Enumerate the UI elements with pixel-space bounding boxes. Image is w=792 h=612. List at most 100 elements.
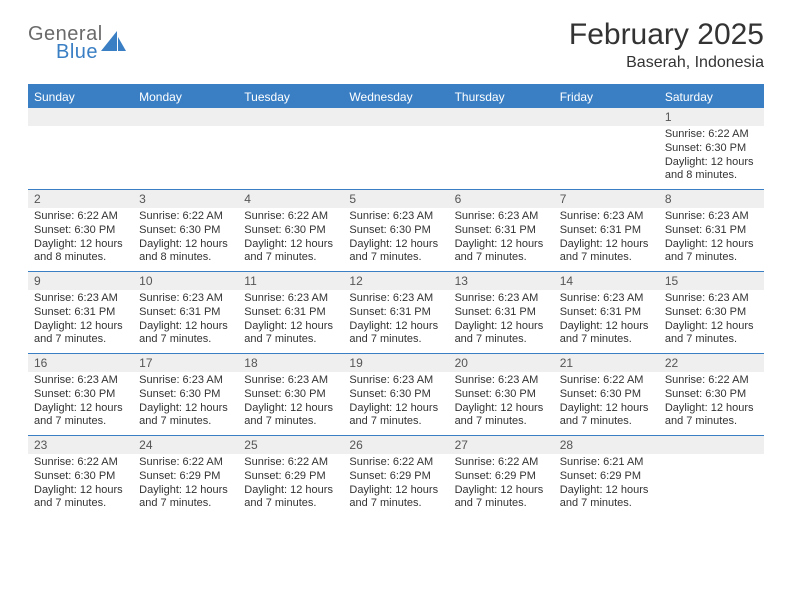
day-cell: Sunrise: 6:23 AMSunset: 6:31 PMDaylight:… <box>28 290 133 353</box>
day-info-line: Sunset: 6:30 PM <box>349 224 442 238</box>
header: General Blue February 2025 Baserah, Indo… <box>28 18 764 72</box>
day-info-line: Sunrise: 6:22 AM <box>665 128 758 142</box>
day-cell: Sunrise: 6:23 AMSunset: 6:31 PMDaylight:… <box>449 208 554 271</box>
day-number: 15 <box>659 272 764 290</box>
day-cell: Sunrise: 6:22 AMSunset: 6:30 PMDaylight:… <box>133 208 238 271</box>
day-info-line: Sunset: 6:31 PM <box>349 306 442 320</box>
day-cell: Sunrise: 6:23 AMSunset: 6:30 PMDaylight:… <box>238 372 343 435</box>
day-number: 8 <box>659 190 764 208</box>
day-number: 27 <box>449 436 554 454</box>
weekday-header: Friday <box>554 86 659 108</box>
day-cell: Sunrise: 6:23 AMSunset: 6:31 PMDaylight:… <box>133 290 238 353</box>
day-cell: Sunrise: 6:22 AMSunset: 6:30 PMDaylight:… <box>238 208 343 271</box>
day-info-line: Sunrise: 6:22 AM <box>560 374 653 388</box>
day-number: 10 <box>133 272 238 290</box>
day-cell: Sunrise: 6:23 AMSunset: 6:30 PMDaylight:… <box>659 290 764 353</box>
day-info-line: Sunrise: 6:23 AM <box>560 292 653 306</box>
day-number: 23 <box>28 436 133 454</box>
day-info-line: Daylight: 12 hours and 7 minutes. <box>244 238 337 266</box>
day-info-line: Sunrise: 6:23 AM <box>244 374 337 388</box>
day-cell: Sunrise: 6:22 AMSunset: 6:30 PMDaylight:… <box>28 208 133 271</box>
day-cell <box>133 126 238 189</box>
day-info-line: Daylight: 12 hours and 7 minutes. <box>349 320 442 348</box>
day-info-line: Daylight: 12 hours and 7 minutes. <box>34 402 127 430</box>
day-info-line: Daylight: 12 hours and 8 minutes. <box>139 238 232 266</box>
day-number: 26 <box>343 436 448 454</box>
day-info-line: Sunset: 6:31 PM <box>455 224 548 238</box>
day-info-line: Sunset: 6:30 PM <box>560 388 653 402</box>
day-cell: Sunrise: 6:22 AMSunset: 6:30 PMDaylight:… <box>659 372 764 435</box>
weekday-header: Sunday <box>28 86 133 108</box>
day-cell: Sunrise: 6:21 AMSunset: 6:29 PMDaylight:… <box>554 454 659 517</box>
day-number <box>133 108 238 126</box>
weekday-header: Tuesday <box>238 86 343 108</box>
day-info-line: Daylight: 12 hours and 7 minutes. <box>560 484 653 512</box>
day-number: 20 <box>449 354 554 372</box>
day-info-line: Sunset: 6:31 PM <box>560 224 653 238</box>
weekday-header-row: SundayMondayTuesdayWednesdayThursdayFrid… <box>28 86 764 108</box>
day-info-line: Sunrise: 6:21 AM <box>560 456 653 470</box>
day-number <box>343 108 448 126</box>
day-cell: Sunrise: 6:23 AMSunset: 6:31 PMDaylight:… <box>238 290 343 353</box>
day-info-line: Sunrise: 6:23 AM <box>244 292 337 306</box>
day-cell: Sunrise: 6:23 AMSunset: 6:30 PMDaylight:… <box>449 372 554 435</box>
day-info-line: Sunset: 6:31 PM <box>34 306 127 320</box>
day-info-line: Daylight: 12 hours and 7 minutes. <box>244 484 337 512</box>
day-info-line: Daylight: 12 hours and 7 minutes. <box>349 484 442 512</box>
day-info-line: Sunset: 6:30 PM <box>34 388 127 402</box>
day-number <box>28 108 133 126</box>
day-info-line: Daylight: 12 hours and 7 minutes. <box>349 402 442 430</box>
day-number: 7 <box>554 190 659 208</box>
day-cell: Sunrise: 6:22 AMSunset: 6:29 PMDaylight:… <box>238 454 343 517</box>
day-info-line: Daylight: 12 hours and 7 minutes. <box>665 402 758 430</box>
day-info-line: Sunset: 6:29 PM <box>349 470 442 484</box>
day-number: 11 <box>238 272 343 290</box>
day-number: 5 <box>343 190 448 208</box>
day-number: 1 <box>659 108 764 126</box>
day-cell: Sunrise: 6:22 AMSunset: 6:30 PMDaylight:… <box>28 454 133 517</box>
day-number <box>554 108 659 126</box>
weekday-header: Monday <box>133 86 238 108</box>
day-cell <box>28 126 133 189</box>
day-info-line: Sunset: 6:31 PM <box>665 224 758 238</box>
day-number: 19 <box>343 354 448 372</box>
day-number <box>659 436 764 454</box>
day-cell: Sunrise: 6:23 AMSunset: 6:30 PMDaylight:… <box>343 208 448 271</box>
day-cell: Sunrise: 6:23 AMSunset: 6:31 PMDaylight:… <box>659 208 764 271</box>
day-info-line: Sunset: 6:30 PM <box>665 388 758 402</box>
day-info-line: Sunset: 6:30 PM <box>349 388 442 402</box>
day-cell <box>343 126 448 189</box>
day-info-line: Sunrise: 6:23 AM <box>665 292 758 306</box>
day-number: 28 <box>554 436 659 454</box>
day-info-line: Sunrise: 6:22 AM <box>34 456 127 470</box>
day-info-line: Sunset: 6:30 PM <box>34 470 127 484</box>
day-info-line: Sunrise: 6:23 AM <box>349 210 442 224</box>
day-info-line: Sunset: 6:30 PM <box>665 142 758 156</box>
day-number: 4 <box>238 190 343 208</box>
day-info-line: Sunset: 6:30 PM <box>244 224 337 238</box>
page-title: February 2025 <box>569 18 764 52</box>
day-info-line: Daylight: 12 hours and 7 minutes. <box>349 238 442 266</box>
day-info-line: Sunrise: 6:22 AM <box>139 456 232 470</box>
day-info-line: Sunset: 6:30 PM <box>665 306 758 320</box>
day-info-line: Daylight: 12 hours and 7 minutes. <box>560 320 653 348</box>
day-info-line: Sunrise: 6:22 AM <box>665 374 758 388</box>
day-info-line: Daylight: 12 hours and 7 minutes. <box>244 320 337 348</box>
day-info-line: Sunset: 6:29 PM <box>455 470 548 484</box>
day-number: 22 <box>659 354 764 372</box>
day-info-line: Daylight: 12 hours and 7 minutes. <box>665 238 758 266</box>
day-info-line: Daylight: 12 hours and 8 minutes. <box>665 156 758 184</box>
day-cell: Sunrise: 6:22 AMSunset: 6:30 PMDaylight:… <box>659 126 764 189</box>
day-info-line: Sunset: 6:31 PM <box>244 306 337 320</box>
day-info-line: Sunrise: 6:23 AM <box>665 210 758 224</box>
day-number: 25 <box>238 436 343 454</box>
day-number: 18 <box>238 354 343 372</box>
weekday-header: Saturday <box>659 86 764 108</box>
day-info-line: Sunrise: 6:23 AM <box>560 210 653 224</box>
day-info-line: Sunset: 6:31 PM <box>455 306 548 320</box>
day-info-line: Sunset: 6:31 PM <box>139 306 232 320</box>
day-info-line: Daylight: 12 hours and 7 minutes. <box>34 320 127 348</box>
day-info-line: Sunrise: 6:23 AM <box>455 292 548 306</box>
day-number: 24 <box>133 436 238 454</box>
day-info-line: Sunset: 6:30 PM <box>34 224 127 238</box>
